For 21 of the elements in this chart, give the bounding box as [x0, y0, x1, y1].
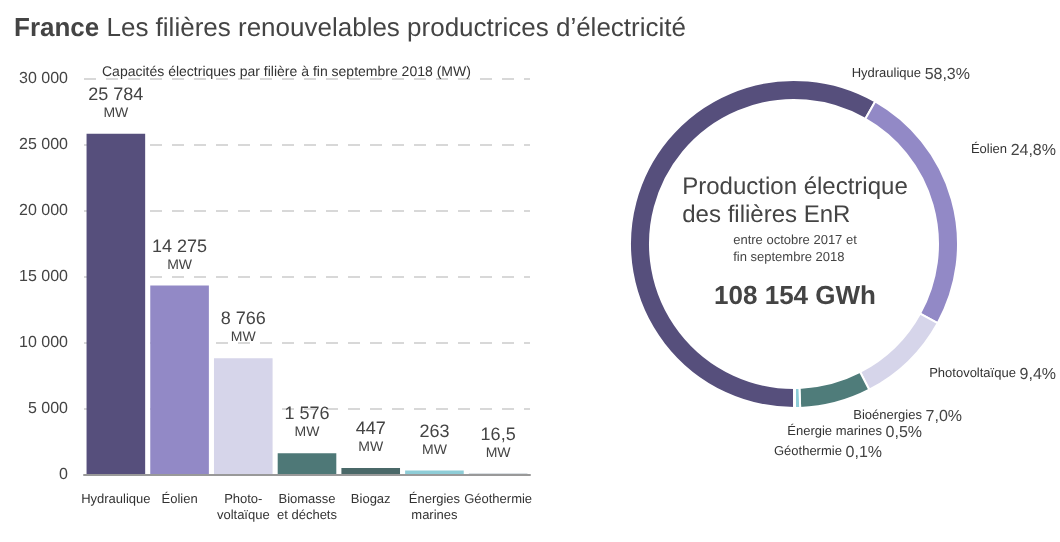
y-tick-label: 20 000 [19, 201, 70, 219]
data-label: 7,0% [925, 407, 962, 425]
data-label: 58,3% [924, 65, 970, 83]
y-tick-label: 0 [59, 465, 70, 483]
data-label: 24,8% [1010, 141, 1056, 159]
bar [277, 453, 337, 474]
data-label: 0,1% [845, 443, 882, 461]
y-tick-label: 30 000 [19, 69, 70, 87]
y-tick-label: 10 000 [19, 333, 70, 351]
bar [341, 468, 401, 474]
bar [150, 285, 209, 474]
text: 108 154 GWh [714, 280, 877, 310]
bar [213, 358, 273, 474]
bar [86, 133, 146, 474]
text: Production électrique des filières EnR [682, 172, 909, 228]
chart-title: France Les filières renouvelables productrices d’électricité [14, 12, 687, 42]
y-tick-label: 15 000 [19, 267, 70, 285]
data-label: 9,4% [1019, 365, 1056, 383]
y-tick-label: 5 000 [27, 399, 70, 417]
y-tick-label: 25 000 [19, 135, 70, 153]
data-label: 0,5% [885, 423, 922, 441]
